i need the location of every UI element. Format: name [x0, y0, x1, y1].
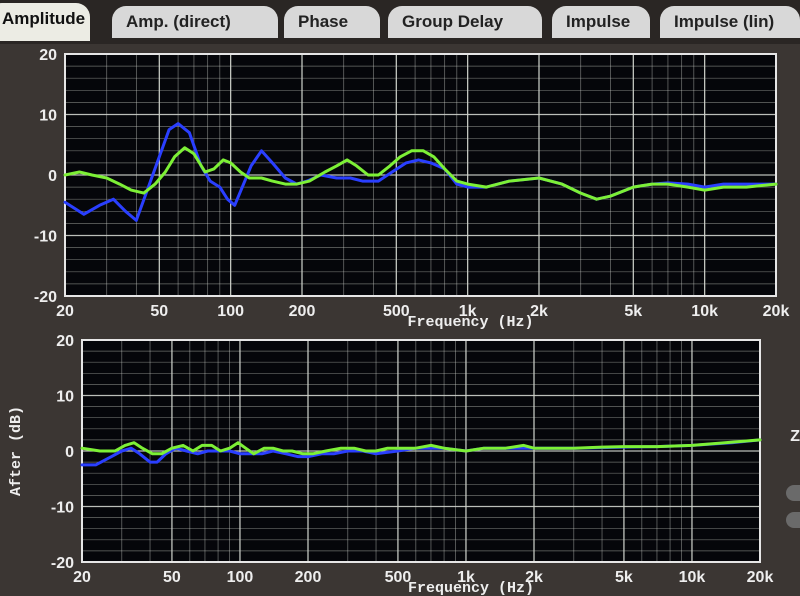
y-tick-label: -10: [51, 500, 74, 517]
y-axis-label: After (dB): [8, 406, 25, 496]
x-tick-label: 10k: [679, 569, 706, 586]
tab-phase[interactable]: Phase: [284, 6, 380, 38]
x-tick-label: 50: [163, 569, 181, 586]
y-tick-label: 10: [39, 108, 57, 125]
tab-bar: Amplitude Amp. (direct) Phase Group Dela…: [0, 0, 800, 44]
y-tick-label: 0: [48, 168, 57, 185]
x-tick-label: 500: [383, 303, 410, 320]
y-tick-label: 10: [56, 389, 74, 406]
side-handle[interactable]: [786, 485, 800, 501]
tab-impulse-lin[interactable]: Impulse (lin): [660, 6, 800, 38]
y-tick-label: 20: [56, 333, 74, 350]
x-axis-label: Frequency (Hz): [408, 580, 534, 596]
x-tick-label: 1k: [457, 569, 475, 586]
chart-top: 20 50 100 200 500 1k 2k 5k 10k 20k20100-10-20Freq…: [34, 47, 790, 331]
tab-group-delay[interactable]: Group Delay: [388, 6, 542, 38]
x-tick-label: 20: [56, 303, 74, 320]
series-line-1: [63, 122, 778, 222]
plot-area: [65, 54, 776, 296]
tab-amp-direct[interactable]: Amp. (direct): [112, 6, 278, 38]
y-tick-label: 0: [65, 444, 74, 461]
plot-frame: [64, 53, 777, 297]
x-tick-label: 200: [295, 569, 322, 586]
x-tick-label: 200: [289, 303, 316, 320]
x-tick-label: 5k: [624, 303, 642, 320]
y-tick-label: 20: [39, 47, 57, 64]
x-tick-label: 20k: [747, 569, 774, 586]
x-tick-label: 50: [150, 303, 168, 320]
x-axis-label: Frequency (Hz): [407, 314, 533, 331]
x-tick-label: 2k: [530, 303, 548, 320]
x-tick-label: 2k: [525, 569, 543, 586]
x-tick-label: 100: [227, 569, 254, 586]
y-tick-label: -20: [34, 289, 57, 306]
x-tick-label: 500: [385, 569, 412, 586]
series-line-2: [80, 438, 762, 456]
plot-frame: [81, 339, 761, 563]
y-tick-label: -20: [51, 555, 74, 572]
x-tick-label: 5k: [615, 569, 633, 586]
x-tick-label: 1k: [459, 303, 477, 320]
y-tick-label: -10: [34, 229, 57, 246]
x-tick-label: 100: [217, 303, 244, 320]
side-handle[interactable]: [786, 512, 800, 528]
tab-impulse[interactable]: Impulse: [552, 6, 650, 38]
plot-area: [82, 340, 760, 562]
series-line-2: [63, 146, 778, 201]
x-tick-label: 10k: [691, 303, 718, 320]
tab-amplitude[interactable]: Amplitude: [0, 3, 90, 41]
side-label: Z: [790, 428, 800, 445]
x-tick-label: 20k: [763, 303, 790, 320]
x-tick-label: 20: [73, 569, 91, 586]
series-line-1: [80, 438, 762, 467]
chart-bottom: 20 50 100 200 500 1k 2k 5k 10k 20k20100-10-20Freq…: [8, 333, 773, 596]
